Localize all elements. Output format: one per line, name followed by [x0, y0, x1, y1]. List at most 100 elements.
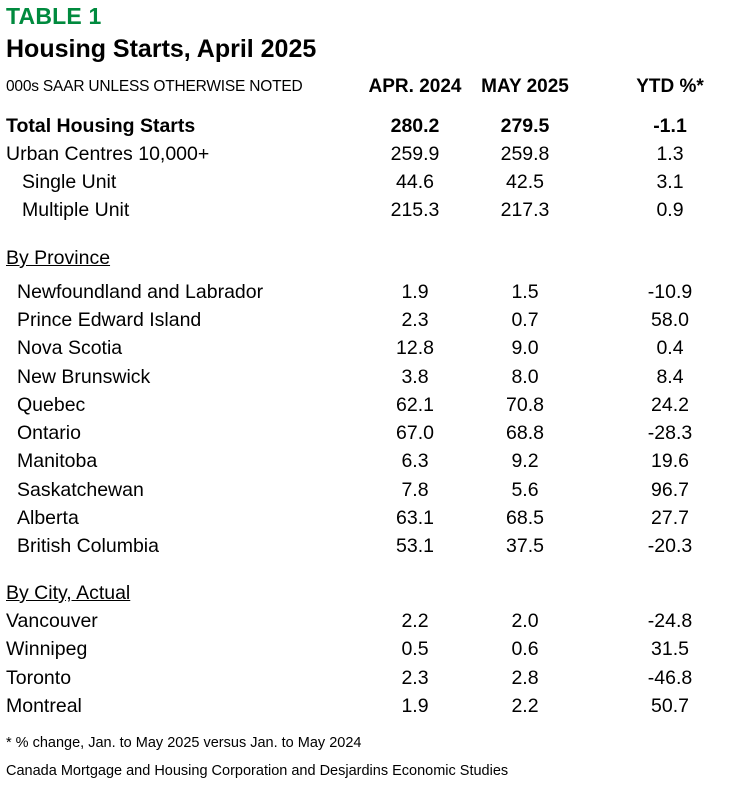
cell-apr-2024: 7.8	[401, 479, 429, 501]
cell-may-2025: 0.6	[511, 638, 539, 660]
cell-may-2025: 5.6	[511, 479, 539, 501]
table-row: Urban Centres 10,000+ 259.9 259.8 1.3	[0, 143, 739, 171]
cell-apr-2024: 2.2	[401, 610, 429, 632]
cell-apr-2024: 280.2	[390, 115, 440, 137]
row-label: Nova Scotia	[17, 337, 123, 359]
row-label: Urban Centres 10,000+	[6, 143, 210, 165]
cell-may-2025: 9.2	[511, 450, 539, 472]
cell-apr-2024: 1.9	[401, 281, 429, 303]
cell-may-2025: 2.8	[511, 667, 539, 689]
cell-apr-2024: 2.3	[401, 309, 429, 331]
row-label: Single Unit	[22, 171, 117, 193]
cell-apr-2024: 62.1	[396, 394, 434, 416]
row-label: Winnipeg	[6, 638, 88, 660]
table-row: Winnipeg 0.5 0.6 31.5	[0, 638, 739, 666]
cell-may-2025: 9.0	[511, 337, 539, 359]
cell-apr-2024: 6.3	[401, 450, 429, 472]
source-note: Canada Mortgage and Housing Corporation …	[6, 763, 509, 779]
cell-apr-2024: 63.1	[396, 507, 434, 529]
section-heading-province: By Province	[6, 247, 111, 269]
table-number: TABLE 1	[6, 3, 102, 29]
row-label: Montreal	[6, 695, 82, 717]
cell-may-2025: 37.5	[506, 535, 544, 557]
table-row: Quebec 62.1 70.8 24.2	[0, 394, 739, 422]
table-row: Nova Scotia 12.8 9.0 0.4	[0, 337, 739, 365]
table-row: Single Unit 44.6 42.5 3.1	[0, 171, 739, 199]
cell-ytd: -20.3	[647, 535, 693, 557]
table-row: Prince Edward Island 2.3 0.7 58.0	[0, 309, 739, 337]
cell-may-2025: 2.0	[511, 610, 539, 632]
cell-apr-2024: 12.8	[396, 337, 434, 359]
cell-may-2025: 0.7	[511, 309, 539, 331]
cell-ytd: -24.8	[647, 610, 693, 632]
cell-may-2025: 68.8	[506, 422, 544, 444]
table-row: Alberta 63.1 68.5 27.7	[0, 507, 739, 535]
cell-may-2025: 217.3	[500, 199, 550, 221]
cell-ytd: 96.7	[651, 479, 689, 501]
cell-apr-2024: 67.0	[396, 422, 434, 444]
column-header-may-2025: MAY 2025	[481, 76, 569, 97]
cell-may-2025: 42.5	[506, 171, 544, 193]
row-label: Alberta	[17, 507, 79, 529]
row-label: Manitoba	[17, 450, 98, 472]
row-label: Ontario	[17, 422, 81, 444]
section-heading-city: By City, Actual	[6, 582, 131, 604]
cell-ytd: 58.0	[651, 309, 689, 331]
cell-ytd: -10.9	[647, 281, 693, 303]
cell-ytd: 1.3	[656, 143, 684, 165]
cell-may-2025: 70.8	[506, 394, 544, 416]
table-row: Vancouver 2.2 2.0 -24.8	[0, 610, 739, 638]
cell-ytd: -1.1	[653, 115, 687, 137]
row-label: Multiple Unit	[22, 199, 130, 221]
row-label: Saskatchewan	[17, 479, 144, 501]
cell-may-2025: 279.5	[500, 115, 550, 137]
cell-ytd: 50.7	[651, 695, 689, 717]
row-label: New Brunswick	[17, 366, 151, 388]
cell-ytd: -28.3	[647, 422, 693, 444]
cell-ytd: 27.7	[651, 507, 689, 529]
cell-may-2025: 1.5	[511, 281, 539, 303]
cell-ytd: 19.6	[651, 450, 689, 472]
units-note: 000s SAAR UNLESS OTHERWISE NOTED	[6, 78, 303, 95]
table-row: Total Housing Starts 280.2 279.5 -1.1	[0, 115, 739, 143]
row-label: Prince Edward Island	[17, 309, 202, 331]
cell-may-2025: 68.5	[506, 507, 544, 529]
cell-apr-2024: 3.8	[401, 366, 429, 388]
cell-apr-2024: 215.3	[390, 199, 440, 221]
cell-apr-2024: 53.1	[396, 535, 434, 557]
cell-ytd: -46.8	[647, 667, 693, 689]
cell-ytd: 0.4	[656, 337, 684, 359]
cell-apr-2024: 0.5	[401, 638, 429, 660]
table-row: Multiple Unit 215.3 217.3 0.9	[0, 199, 739, 227]
row-label: British Columbia	[17, 535, 159, 557]
cell-may-2025: 8.0	[511, 366, 539, 388]
footnote: * % change, Jan. to May 2025 versus Jan.…	[6, 735, 362, 751]
cell-apr-2024: 1.9	[401, 695, 429, 717]
cell-ytd: 8.4	[656, 366, 684, 388]
table-row: Ontario 67.0 68.8 -28.3	[0, 422, 739, 450]
cell-apr-2024: 2.3	[401, 667, 429, 689]
cell-ytd: 24.2	[651, 394, 689, 416]
table-row: Toronto 2.3 2.8 -46.8	[0, 667, 739, 695]
table-row: British Columbia 53.1 37.5 -20.3	[0, 535, 739, 563]
row-label: Vancouver	[6, 610, 98, 632]
column-header-apr-2024: APR. 2024	[368, 76, 462, 97]
cell-apr-2024: 259.9	[390, 143, 440, 165]
cell-ytd: 0.9	[656, 199, 684, 221]
table-title: Housing Starts, April 2025	[6, 35, 317, 63]
row-label: Quebec	[17, 394, 86, 416]
row-label: Total Housing Starts	[6, 115, 196, 137]
table-row: New Brunswick 3.8 8.0 8.4	[0, 366, 739, 394]
cell-ytd: 31.5	[651, 638, 689, 660]
cell-apr-2024: 44.6	[396, 171, 434, 193]
table-row: Newfoundland and Labrador 1.9 1.5 -10.9	[0, 281, 739, 309]
cell-may-2025: 2.2	[511, 695, 539, 717]
table-row: Montreal 1.9 2.2 50.7	[0, 695, 739, 723]
cell-ytd: 3.1	[656, 171, 684, 193]
table-row: Manitoba 6.3 9.2 19.6	[0, 450, 739, 478]
table-row: Saskatchewan 7.8 5.6 96.7	[0, 479, 739, 507]
cell-may-2025: 259.8	[500, 143, 550, 165]
row-label: Toronto	[6, 667, 72, 689]
row-label: Newfoundland and Labrador	[17, 281, 264, 303]
column-header-ytd: YTD %*	[636, 76, 704, 97]
